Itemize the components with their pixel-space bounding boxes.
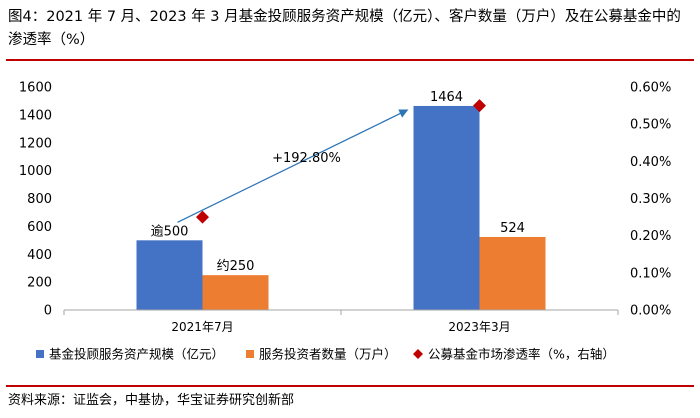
legend-swatch-aum — [36, 350, 44, 358]
y-left-tick-label: 1600 — [19, 81, 52, 96]
y-left-tick-label: 1200 — [19, 136, 52, 151]
y-left-tick-label: 1000 — [19, 164, 52, 179]
penetration-marker-2 — [473, 99, 486, 113]
bar-aum-2 — [413, 105, 480, 310]
growth-annotation: +192.80% — [272, 151, 341, 166]
y-right-tick-label: 0.50% — [630, 118, 671, 133]
title-divider — [6, 59, 694, 61]
legend-label: 公募基金市场渗透率（%，右轴） — [428, 347, 615, 362]
bar-clients-2 — [479, 236, 546, 310]
legend-swatch-clients — [246, 350, 254, 358]
figure-title: 图4：2021 年 7 月、2023 年 3 月基金投顾服务资产规模（亿元）、客… — [8, 9, 681, 48]
bar-clients-1 — [202, 275, 269, 310]
bar-data-label: 1464 — [430, 90, 463, 105]
y-left-tick-label: 800 — [27, 192, 52, 207]
legend-label: 基金投顾服务资产规模（亿元） — [49, 347, 224, 362]
source-divider — [6, 385, 694, 387]
bar-data-label: 524 — [500, 221, 525, 236]
y-left-tick-label: 400 — [27, 248, 52, 263]
y-right-tick-label: 0.10% — [630, 266, 671, 281]
y-right-tick-label: 0.40% — [630, 155, 671, 170]
bar-chart: 0 200 400 600 800 1000 1200 1400 1600 0.00% 0.10% 0… — [19, 81, 671, 362]
bar-data-label: 逾500 — [151, 224, 189, 239]
y-left-tick-label: 0 — [44, 304, 52, 319]
bar-data-label: 约250 — [217, 259, 255, 274]
x-category-label: 2023年3月 — [448, 320, 510, 334]
source-note: 资料来源：证监会，中基协，华宝证券研究创新部 — [8, 393, 295, 408]
y-right-tick-label: 0.20% — [630, 229, 671, 244]
y-right-tick-label: 0.30% — [630, 192, 671, 207]
growth-arrow — [177, 109, 409, 223]
y-left-tick-label: 600 — [27, 220, 52, 235]
bar-aum-1 — [136, 240, 203, 310]
y-right-tick-label: 0.60% — [630, 81, 671, 96]
penetration-marker-1 — [196, 210, 209, 224]
y-left-tick-label: 1400 — [19, 108, 52, 123]
legend-swatch-penetration — [413, 349, 423, 359]
legend-label: 服务投资者数量（万户） — [259, 347, 397, 362]
x-category-label: 2021年7月 — [171, 320, 233, 334]
y-right-tick-label: 0.00% — [630, 304, 671, 319]
y-left-tick-label: 200 — [27, 276, 52, 291]
